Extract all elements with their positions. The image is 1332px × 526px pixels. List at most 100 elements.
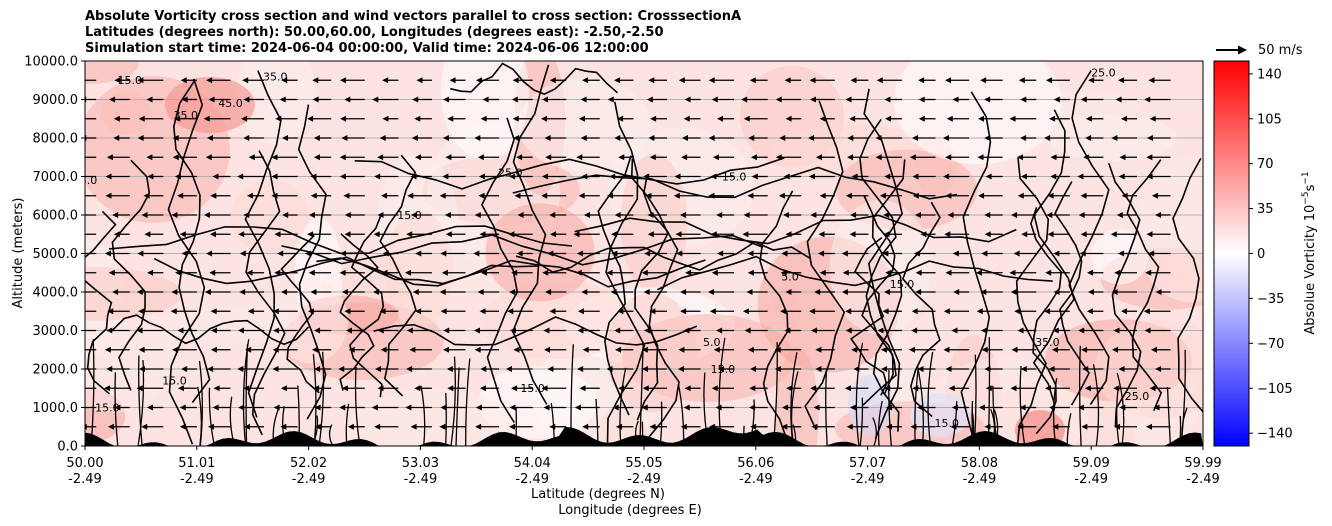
wind-vector-head xyxy=(683,115,690,122)
wind-vector-head xyxy=(209,231,216,238)
wind-vector-head xyxy=(147,269,154,276)
wind-vector-head xyxy=(177,192,184,199)
wind-vector-head xyxy=(678,366,685,372)
y-tick-label: 5000.0 xyxy=(33,247,79,262)
wind-vector-head xyxy=(683,404,690,411)
wind-vector-head xyxy=(1115,96,1122,103)
wind-vector-head xyxy=(819,269,826,276)
wind-vector-head xyxy=(678,77,685,84)
wind-vector-head xyxy=(103,385,110,392)
x-tick-label-lat: 55.05 xyxy=(625,456,662,471)
wind-vector-head xyxy=(785,231,792,238)
wind-vector-head xyxy=(649,154,656,161)
y-tick-label: 3000.0 xyxy=(33,324,79,339)
wind-vector-head xyxy=(618,154,625,161)
wind-vector-head xyxy=(439,192,446,199)
wind-vector-head xyxy=(442,135,449,141)
wind-vector-head xyxy=(237,366,244,372)
wind-vector-head xyxy=(281,77,288,84)
y-tick-label: 6000.0 xyxy=(33,209,79,224)
wind-vector-head xyxy=(684,96,691,103)
wind-vector-head xyxy=(475,77,482,84)
wind-vector-head xyxy=(747,346,754,353)
wind-vector-head xyxy=(951,404,958,411)
wind-vector-head xyxy=(1045,385,1052,392)
contour-label: 15.0 xyxy=(95,401,120,414)
contour-line xyxy=(825,371,828,446)
wind-vector-head xyxy=(749,77,756,84)
wind-vector-head xyxy=(377,212,384,218)
contour-line xyxy=(108,225,572,255)
wind-vector-head xyxy=(814,289,821,295)
wind-vector-head xyxy=(1020,96,1027,103)
wind-vector-head xyxy=(381,192,388,199)
contour-line xyxy=(349,215,385,398)
wind-vector-head xyxy=(884,385,891,392)
wind-vector-head xyxy=(717,366,724,372)
wind-vector-head xyxy=(210,346,217,353)
wind-vector-head xyxy=(449,77,456,84)
wind-vector-head xyxy=(273,404,280,411)
wind-vector-head xyxy=(247,308,254,315)
wind-vector-head xyxy=(245,346,252,353)
wind-vector-head xyxy=(1113,385,1120,392)
wind-vector-head xyxy=(749,404,756,411)
colorbar-tick-label: −105 xyxy=(1257,382,1293,397)
wind-vector-head xyxy=(1146,231,1153,238)
wind-vector-head xyxy=(170,308,177,315)
wind-vector-head xyxy=(414,115,421,122)
wind-vector-head xyxy=(818,231,825,238)
x-tick-label-lat: 59.99 xyxy=(1184,456,1221,471)
wind-vector-head xyxy=(1052,327,1059,334)
wind-vector-head xyxy=(1077,173,1084,180)
wind-vector-head xyxy=(208,96,215,103)
wind-vector-head xyxy=(113,115,120,122)
contour-line xyxy=(138,355,143,446)
x-tick-label-lon: -2.49 xyxy=(627,472,661,487)
wind-vector-head xyxy=(1080,231,1087,238)
wind-vector-head xyxy=(106,154,113,161)
reference-vector-label: 50 m/s xyxy=(1258,43,1303,58)
wind-vector-head xyxy=(512,115,519,122)
chart-title-line-2: Latitudes (degrees north): 50.00,60.00, … xyxy=(85,25,664,40)
wind-vector-head xyxy=(644,327,651,334)
wind-vector-head xyxy=(617,308,624,315)
wind-vector-head xyxy=(675,231,682,238)
wind-vector-head xyxy=(172,135,179,141)
wind-vector-head xyxy=(516,250,523,257)
contour-label: 25.0 xyxy=(73,174,98,187)
wind-vector-head xyxy=(1114,423,1121,430)
wind-vector-head xyxy=(841,289,848,295)
wind-vector-head xyxy=(884,289,891,295)
wind-vector-head xyxy=(615,423,622,430)
wind-vector-head xyxy=(911,308,918,315)
wind-vector-head xyxy=(206,135,213,141)
wind-vector-head xyxy=(549,423,556,430)
x-axis-label-longitude: Longitude (degrees E) xyxy=(558,503,702,518)
wind-vector-head xyxy=(474,346,481,353)
wind-vector-head xyxy=(1155,289,1162,295)
wind-vector-head xyxy=(310,173,317,180)
wind-vector-head xyxy=(1084,385,1091,392)
wind-vector-head xyxy=(849,115,856,122)
wind-vector-head xyxy=(109,96,116,103)
wind-vector-head xyxy=(239,289,246,295)
wind-vector-head xyxy=(242,77,249,84)
wind-vector-head xyxy=(674,173,681,180)
wind-vector-head xyxy=(239,250,246,257)
wind-vector-head xyxy=(516,154,523,161)
wind-vector-head xyxy=(785,289,792,295)
wind-vector-head xyxy=(340,250,347,257)
wind-vector-head xyxy=(577,308,584,315)
wind-vector-head xyxy=(544,135,551,141)
wind-vector-head xyxy=(678,346,685,353)
wind-vector-head xyxy=(114,404,121,411)
wind-vector-head xyxy=(845,327,852,334)
wind-vector-head xyxy=(845,192,852,199)
wind-vector-head xyxy=(880,346,887,353)
wind-vector-head xyxy=(950,423,957,430)
contour-label: 15.0 xyxy=(397,209,422,222)
wind-vector-head xyxy=(1146,135,1153,141)
wind-vector-head xyxy=(541,96,548,103)
wind-vector-head xyxy=(708,135,715,141)
